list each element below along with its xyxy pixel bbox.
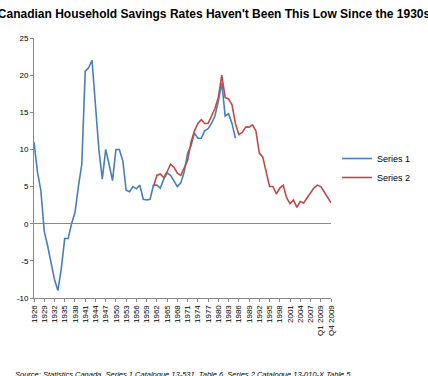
- svg-text:1953: 1953: [122, 305, 131, 323]
- svg-text:1992: 1992: [255, 305, 264, 323]
- svg-text:20: 20: [19, 71, 28, 80]
- svg-text:1974: 1974: [193, 305, 202, 323]
- svg-text:5: 5: [24, 182, 29, 191]
- svg-text:25: 25: [19, 34, 28, 43]
- svg-text:0: 0: [24, 220, 29, 229]
- svg-text:1947: 1947: [101, 305, 110, 323]
- svg-text:10: 10: [19, 145, 28, 154]
- svg-text:-5: -5: [21, 257, 29, 266]
- svg-text:Series 2: Series 2: [377, 173, 410, 183]
- svg-text:15: 15: [19, 108, 28, 117]
- svg-text:1983: 1983: [224, 305, 233, 323]
- svg-text:2001: 2001: [286, 305, 295, 323]
- svg-text:1998: 1998: [275, 305, 284, 323]
- svg-text:1929: 1929: [40, 305, 49, 323]
- svg-text:1944: 1944: [91, 305, 100, 323]
- svg-text:Series 1: Series 1: [377, 154, 410, 164]
- svg-text:1959: 1959: [142, 305, 151, 323]
- svg-text:2007: 2007: [306, 305, 315, 323]
- svg-text:Q1 2009: Q1 2009: [316, 305, 325, 336]
- svg-text:1932: 1932: [50, 305, 59, 323]
- svg-text:1938: 1938: [71, 305, 80, 323]
- svg-text:Canadian Household Savings Rat: Canadian Household Savings Rates Haven't…: [0, 7, 428, 21]
- svg-text:1971: 1971: [183, 305, 192, 323]
- svg-text:Source: Statistics Canada, Ser: Source: Statistics Canada, Series 1 Cata…: [15, 370, 351, 376]
- svg-text:1965: 1965: [163, 305, 172, 323]
- svg-text:Q4 2009: Q4 2009: [327, 305, 336, 336]
- svg-text:1995: 1995: [265, 305, 274, 323]
- svg-text:1962: 1962: [153, 305, 162, 323]
- svg-text:1950: 1950: [112, 305, 121, 323]
- svg-text:1926: 1926: [30, 305, 39, 323]
- svg-text:1941: 1941: [81, 305, 90, 323]
- svg-text:1956: 1956: [132, 305, 141, 323]
- svg-text:-10: -10: [17, 294, 29, 303]
- svg-text:1986: 1986: [234, 305, 243, 323]
- svg-text:1980: 1980: [214, 305, 223, 323]
- svg-text:1935: 1935: [60, 305, 69, 323]
- svg-text:1968: 1968: [173, 305, 182, 323]
- svg-text:1977: 1977: [204, 305, 213, 323]
- svg-text:1989: 1989: [245, 305, 254, 323]
- svg-text:2004: 2004: [296, 305, 305, 323]
